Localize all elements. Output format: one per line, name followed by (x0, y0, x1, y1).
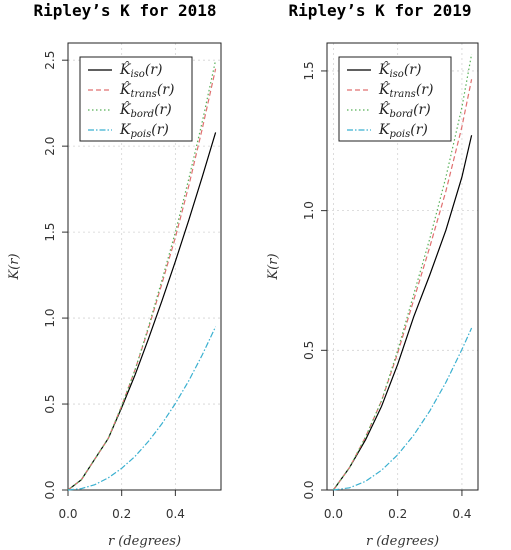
y-tick-label: 2.0 (43, 137, 57, 156)
chart-panel-1: Ripley’s K for 2019 0.0 0.5 1.0 1.5 0.0 0.2 0.4… (266, 1, 479, 549)
series-line-pois (333, 327, 473, 491)
plot-frame (326, 42, 479, 491)
y-tick-label: 0.5 (302, 341, 316, 360)
legend-box (79, 56, 193, 142)
y-tick-label: 2.5 (43, 51, 57, 70)
series-line-bord (332, 54, 473, 491)
x-axis-label: r (degrees) (366, 534, 439, 549)
y-tick-label: 0.0 (302, 480, 316, 499)
y-tick-label: 0.0 (43, 480, 57, 499)
chart-title: Ripley’s K for 2018 (33, 1, 216, 20)
legend-entry: K̂iso(r) (119, 60, 162, 80)
x-tick-label: 0.4 (166, 507, 185, 521)
plot-frame (67, 42, 222, 491)
series-line-bord (67, 60, 217, 491)
x-tick-label: 0.0 (324, 507, 343, 521)
y-axis-label: K(r) (7, 253, 22, 280)
x-tick-label: 0.2 (388, 507, 407, 521)
legend-entry: K̂iso(r) (378, 60, 421, 80)
legend-box (338, 56, 452, 142)
chart-title: Ripley’s K for 2019 (288, 1, 471, 20)
chart-panel-0: Ripley’s K for 2018 0.0 0.5 1.0 1.5 2.0 2.5 0.0… (7, 1, 222, 549)
legend-entry: K̂trans(r) (378, 80, 433, 100)
series-line-pois (67, 326, 217, 491)
legend-entry: K̂trans(r) (119, 80, 174, 100)
series-line-iso (67, 132, 217, 491)
y-tick-label: 1.5 (43, 223, 57, 242)
x-tick-label: 0.4 (452, 507, 471, 521)
series-line-trans (67, 68, 217, 491)
legend-entry: Kpois(r) (378, 122, 428, 140)
x-axis-label: r (degrees) (108, 534, 181, 549)
x-tick-label: 0.2 (112, 507, 131, 521)
legend-entry: K̂bord(r) (378, 100, 431, 120)
series-line-iso (332, 135, 473, 491)
x-tick-label: 0.0 (58, 507, 77, 521)
y-axis-label: K(r) (266, 253, 281, 280)
y-tick-label: 1.0 (302, 201, 316, 220)
y-tick-label: 1.5 (302, 61, 316, 80)
y-tick-label: 0.5 (43, 394, 57, 413)
legend-entry: K̂bord(r) (119, 100, 172, 120)
y-tick-label: 1.0 (43, 309, 57, 328)
legend-entry: Kpois(r) (119, 122, 169, 140)
